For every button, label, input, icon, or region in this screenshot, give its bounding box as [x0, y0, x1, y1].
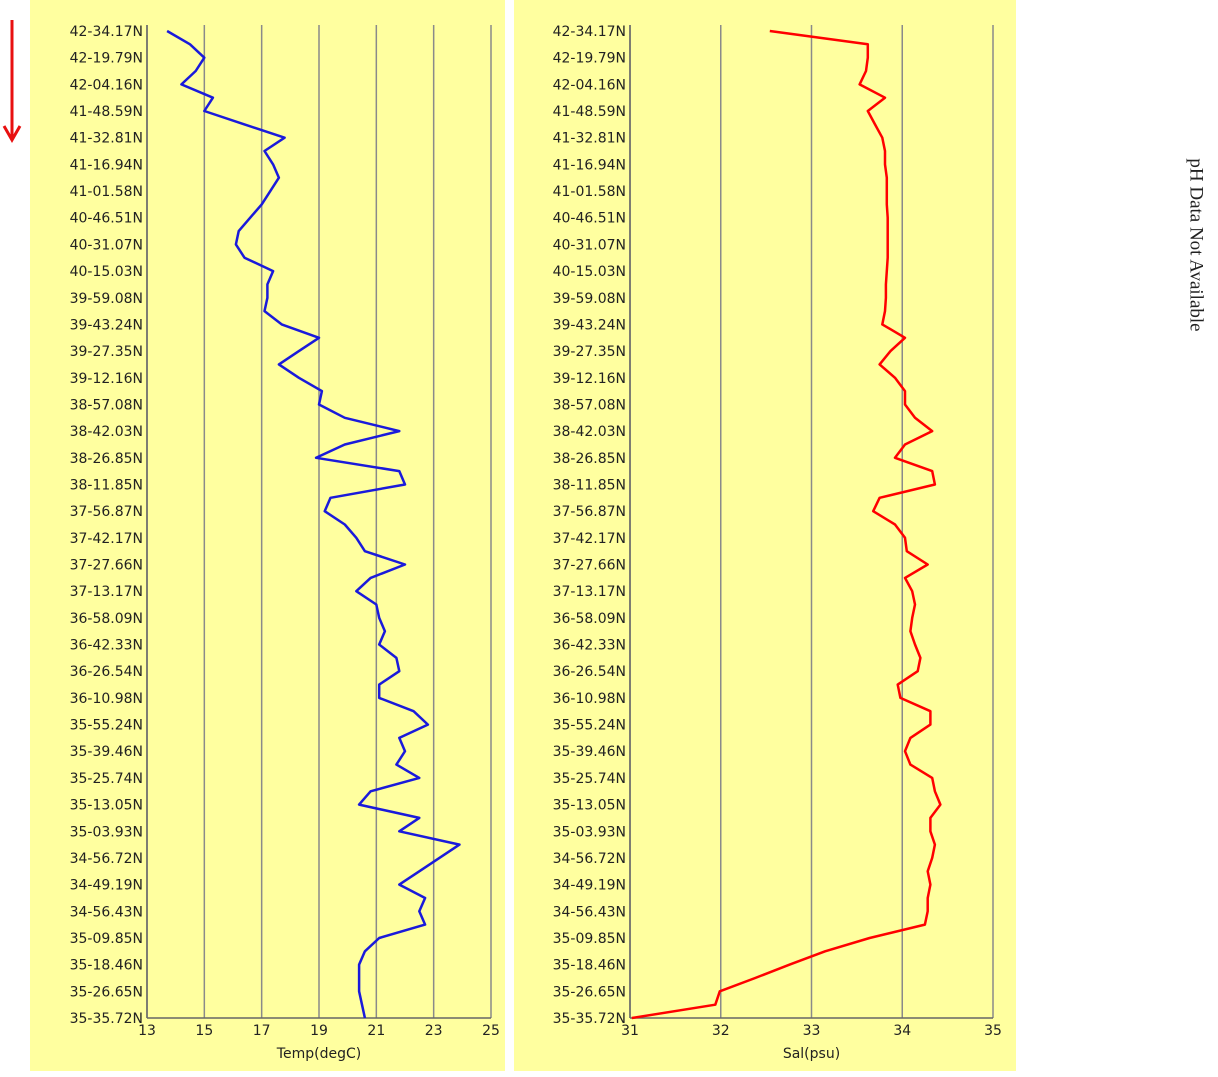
y-tick-label: 38-42.03N [70, 424, 143, 440]
y-tick-label: 39-12.16N [553, 371, 626, 387]
x-tick-label: 35 [984, 1023, 1002, 1039]
y-tick-label: 35-35.72N [553, 1011, 626, 1027]
x-axis-label: Temp(degC) [276, 1046, 361, 1062]
y-tick-label: 35-39.46N [70, 744, 143, 760]
y-tick-label: 34-49.19N [70, 878, 143, 894]
y-tick-label: 35-13.05N [70, 798, 143, 814]
y-tick-label: 41-48.59N [70, 104, 143, 120]
y-tick-label: 41-32.81N [70, 131, 143, 147]
y-tick-label: 42-04.16N [70, 77, 143, 93]
y-tick-label: 41-48.59N [553, 104, 626, 120]
x-tick-label: 13 [138, 1023, 156, 1039]
y-tick-label: 35-25.74N [553, 771, 626, 787]
x-tick-label: 21 [367, 1023, 385, 1039]
y-tick-label: 36-10.98N [70, 691, 143, 707]
x-tick-label: 15 [195, 1023, 213, 1039]
y-tick-label: 38-42.03N [553, 424, 626, 440]
y-tick-label: 37-13.17N [553, 584, 626, 600]
y-tick-label: 37-56.87N [70, 504, 143, 520]
y-tick-label: 36-26.54N [553, 664, 626, 680]
y-tick-label: 35-09.85N [70, 931, 143, 947]
y-tick-label: 34-49.19N [553, 878, 626, 894]
y-tick-label: 35-25.74N [70, 771, 143, 787]
y-tick-label: 37-27.66N [553, 558, 626, 574]
y-tick-label: 34-56.43N [553, 904, 626, 920]
y-tick-label: 34-56.72N [553, 851, 626, 867]
y-tick-label: 41-32.81N [553, 131, 626, 147]
y-tick-label: 39-59.08N [553, 291, 626, 307]
y-tick-label: 40-46.51N [70, 211, 143, 227]
y-tick-label: 36-42.33N [553, 638, 626, 654]
panel-background [514, 0, 1016, 1071]
y-tick-label: 42-04.16N [553, 77, 626, 93]
y-tick-label: 34-56.72N [70, 851, 143, 867]
y-tick-label: 39-43.24N [553, 317, 626, 333]
x-tick-label: 34 [893, 1023, 911, 1039]
y-tick-label: 35-18.46N [553, 958, 626, 974]
y-tick-label: 40-15.03N [70, 264, 143, 280]
y-tick-label: 35-39.46N [553, 744, 626, 760]
y-tick-label: 35-03.93N [553, 824, 626, 840]
y-tick-label: 39-59.08N [70, 291, 143, 307]
x-tick-label: 17 [253, 1023, 271, 1039]
y-tick-label: 37-13.17N [70, 584, 143, 600]
y-tick-label: 39-27.35N [70, 344, 143, 360]
y-tick-label: 35-26.65N [70, 984, 143, 1000]
x-tick-label: 23 [425, 1023, 443, 1039]
y-tick-label: 38-26.85N [553, 451, 626, 467]
y-tick-label: 37-42.17N [70, 531, 143, 547]
y-tick-label: 42-19.79N [553, 51, 626, 67]
y-tick-label: 35-26.65N [553, 984, 626, 1000]
y-tick-label: 41-01.58N [70, 184, 143, 200]
y-tick-label: 38-57.08N [553, 397, 626, 413]
y-tick-label: 41-01.58N [553, 184, 626, 200]
y-tick-label: 42-19.79N [70, 51, 143, 67]
x-tick-label: 31 [621, 1023, 639, 1039]
y-tick-label: 38-11.85N [553, 477, 626, 493]
y-tick-label: 35-35.72N [70, 1011, 143, 1027]
y-tick-label: 38-57.08N [70, 397, 143, 413]
y-tick-label: 42-34.17N [553, 24, 626, 40]
y-tick-label: 36-26.54N [70, 664, 143, 680]
y-tick-label: 39-43.24N [70, 317, 143, 333]
y-tick-label: 35-09.85N [553, 931, 626, 947]
y-tick-label: 41-16.94N [70, 157, 143, 173]
direction-arrow-head [2, 125, 22, 144]
y-tick-label: 35-55.24N [70, 718, 143, 734]
y-tick-label: 38-26.85N [70, 451, 143, 467]
y-tick-label: 34-56.43N [70, 904, 143, 920]
y-tick-label: 40-46.51N [553, 211, 626, 227]
data-line [631, 29, 942, 1020]
y-tick-label: 37-42.17N [553, 531, 626, 547]
y-tick-label: 42-34.17N [70, 24, 143, 40]
data-line [166, 29, 461, 1019]
y-tick-label: 37-27.66N [70, 558, 143, 574]
y-tick-label: 35-18.46N [70, 958, 143, 974]
y-tick-label: 35-13.05N [553, 798, 626, 814]
y-tick-label: 36-42.33N [70, 638, 143, 654]
y-tick-label: 39-12.16N [70, 371, 143, 387]
y-tick-label: 39-27.35N [553, 344, 626, 360]
x-tick-label: 32 [712, 1023, 730, 1039]
y-tick-label: 36-10.98N [553, 691, 626, 707]
y-tick-label: 35-03.93N [70, 824, 143, 840]
y-tick-label: 36-58.09N [553, 611, 626, 627]
y-tick-label: 38-11.85N [70, 477, 143, 493]
y-tick-label: 40-15.03N [553, 264, 626, 280]
y-tick-label: 40-31.07N [553, 237, 626, 253]
x-tick-label: 33 [803, 1023, 821, 1039]
ph-note: pH Data Not Available [1186, 158, 1207, 331]
y-tick-label: 40-31.07N [70, 237, 143, 253]
y-tick-label: 41-16.94N [553, 157, 626, 173]
x-tick-label: 25 [482, 1023, 500, 1039]
panel-background [30, 0, 505, 1071]
y-tick-label: 36-58.09N [70, 611, 143, 627]
y-tick-label: 35-55.24N [553, 718, 626, 734]
y-tick-label: 37-56.87N [553, 504, 626, 520]
x-tick-label: 19 [310, 1023, 328, 1039]
x-axis-label: Sal(psu) [783, 1046, 840, 1062]
